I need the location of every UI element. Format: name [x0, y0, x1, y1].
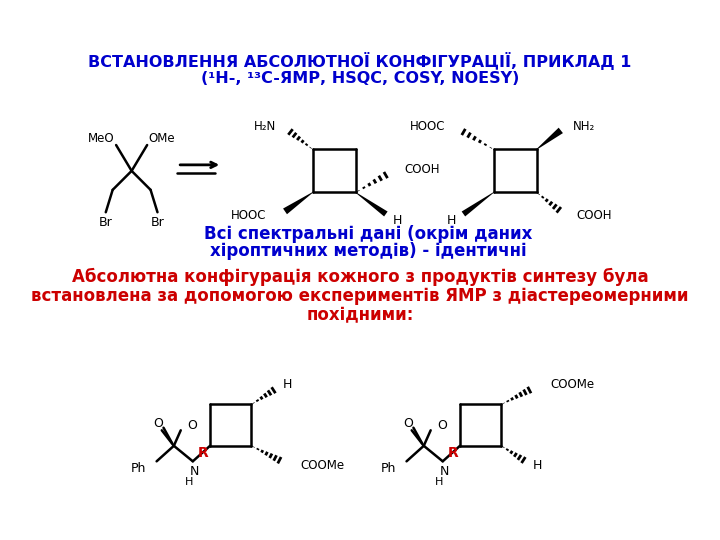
Text: HOOC: HOOC — [230, 209, 266, 222]
Text: COOH: COOH — [576, 209, 612, 222]
Text: COOMe: COOMe — [551, 378, 595, 391]
Text: H: H — [392, 214, 402, 227]
Text: HOOC: HOOC — [410, 119, 445, 133]
Text: Ph: Ph — [131, 462, 146, 475]
Text: Всі спектральні дані (окрім даних: Всі спектральні дані (окрім даних — [204, 225, 533, 243]
Polygon shape — [356, 192, 387, 217]
Text: (¹H-, ¹³C-ЯМР, HSQC, COSY, NOESY): (¹H-, ¹³C-ЯМР, HSQC, COSY, NOESY) — [201, 71, 519, 86]
Text: O: O — [188, 418, 197, 431]
Polygon shape — [283, 192, 312, 214]
Text: N: N — [440, 465, 449, 478]
Text: хіроптичних методів) - ідентичні: хіроптичних методів) - ідентичні — [210, 242, 527, 260]
Text: H: H — [435, 477, 444, 487]
Text: Br: Br — [150, 216, 164, 229]
Text: OMe: OMe — [149, 132, 176, 145]
Text: H: H — [447, 214, 456, 227]
Text: COOH: COOH — [404, 163, 439, 176]
Text: O: O — [153, 417, 163, 430]
Polygon shape — [536, 127, 563, 150]
Text: похідними:: похідними: — [306, 306, 414, 324]
Polygon shape — [462, 192, 494, 217]
Text: H: H — [185, 477, 194, 487]
Text: H: H — [282, 378, 292, 391]
Text: Ph: Ph — [381, 462, 396, 475]
Text: ВСТАНОВЛЕННЯ АБСОЛЮТНОЇ КОНФІГУРАЦІЇ, ПРИКЛАД 1: ВСТАНОВЛЕННЯ АБСОЛЮТНОЇ КОНФІГУРАЦІЇ, ПР… — [89, 52, 631, 70]
Text: N: N — [190, 465, 199, 478]
Text: H: H — [532, 459, 541, 472]
Text: NH₂: NH₂ — [573, 120, 595, 133]
Text: R: R — [448, 446, 459, 460]
Text: Абсолютна конфігурація кожного з продуктів синтезу була: Абсолютна конфігурація кожного з продукт… — [72, 268, 648, 286]
Text: H₂N: H₂N — [254, 120, 276, 133]
Text: R: R — [198, 446, 209, 460]
Text: O: O — [438, 418, 447, 431]
Text: MeO: MeO — [88, 132, 114, 145]
Text: Br: Br — [99, 216, 112, 229]
Text: O: O — [403, 417, 413, 430]
Text: встановлена за допомогою експериментів ЯМР з діастереомерними: встановлена за допомогою експериментів Я… — [31, 287, 689, 305]
Text: COOMe: COOMe — [300, 459, 345, 472]
